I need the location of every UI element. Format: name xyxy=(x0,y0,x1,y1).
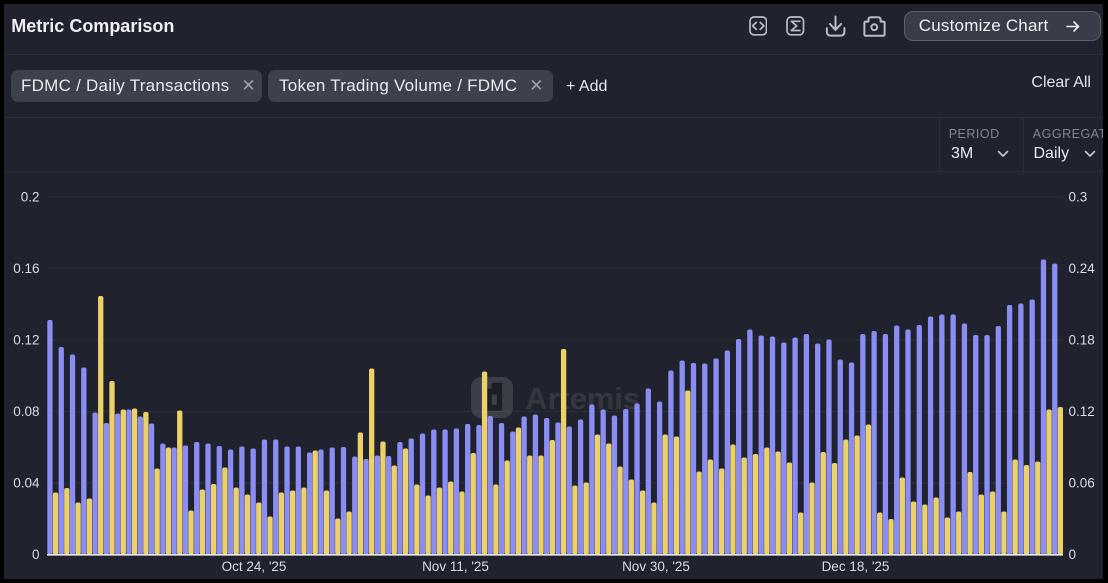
svg-text:0: 0 xyxy=(1069,547,1077,562)
svg-text:0.12: 0.12 xyxy=(1069,404,1095,419)
svg-text:0.18: 0.18 xyxy=(1069,333,1095,348)
svg-text:Nov 30, '25: Nov 30, '25 xyxy=(622,559,690,574)
svg-text:0.24: 0.24 xyxy=(1069,261,1096,276)
svg-text:0.06: 0.06 xyxy=(1069,476,1095,491)
svg-text:Dec 18, '25: Dec 18, '25 xyxy=(822,559,890,574)
svg-text:Nov 11, '25: Nov 11, '25 xyxy=(422,559,489,574)
svg-text:0.08: 0.08 xyxy=(13,404,39,419)
svg-text:0.04: 0.04 xyxy=(13,476,40,491)
svg-text:0.12: 0.12 xyxy=(13,333,39,348)
svg-text:0: 0 xyxy=(32,547,40,562)
svg-text:0.16: 0.16 xyxy=(13,261,39,276)
svg-text:Oct 24, '25: Oct 24, '25 xyxy=(222,559,287,574)
svg-text:0.3: 0.3 xyxy=(1069,190,1088,205)
svg-text:0.2: 0.2 xyxy=(21,190,40,205)
